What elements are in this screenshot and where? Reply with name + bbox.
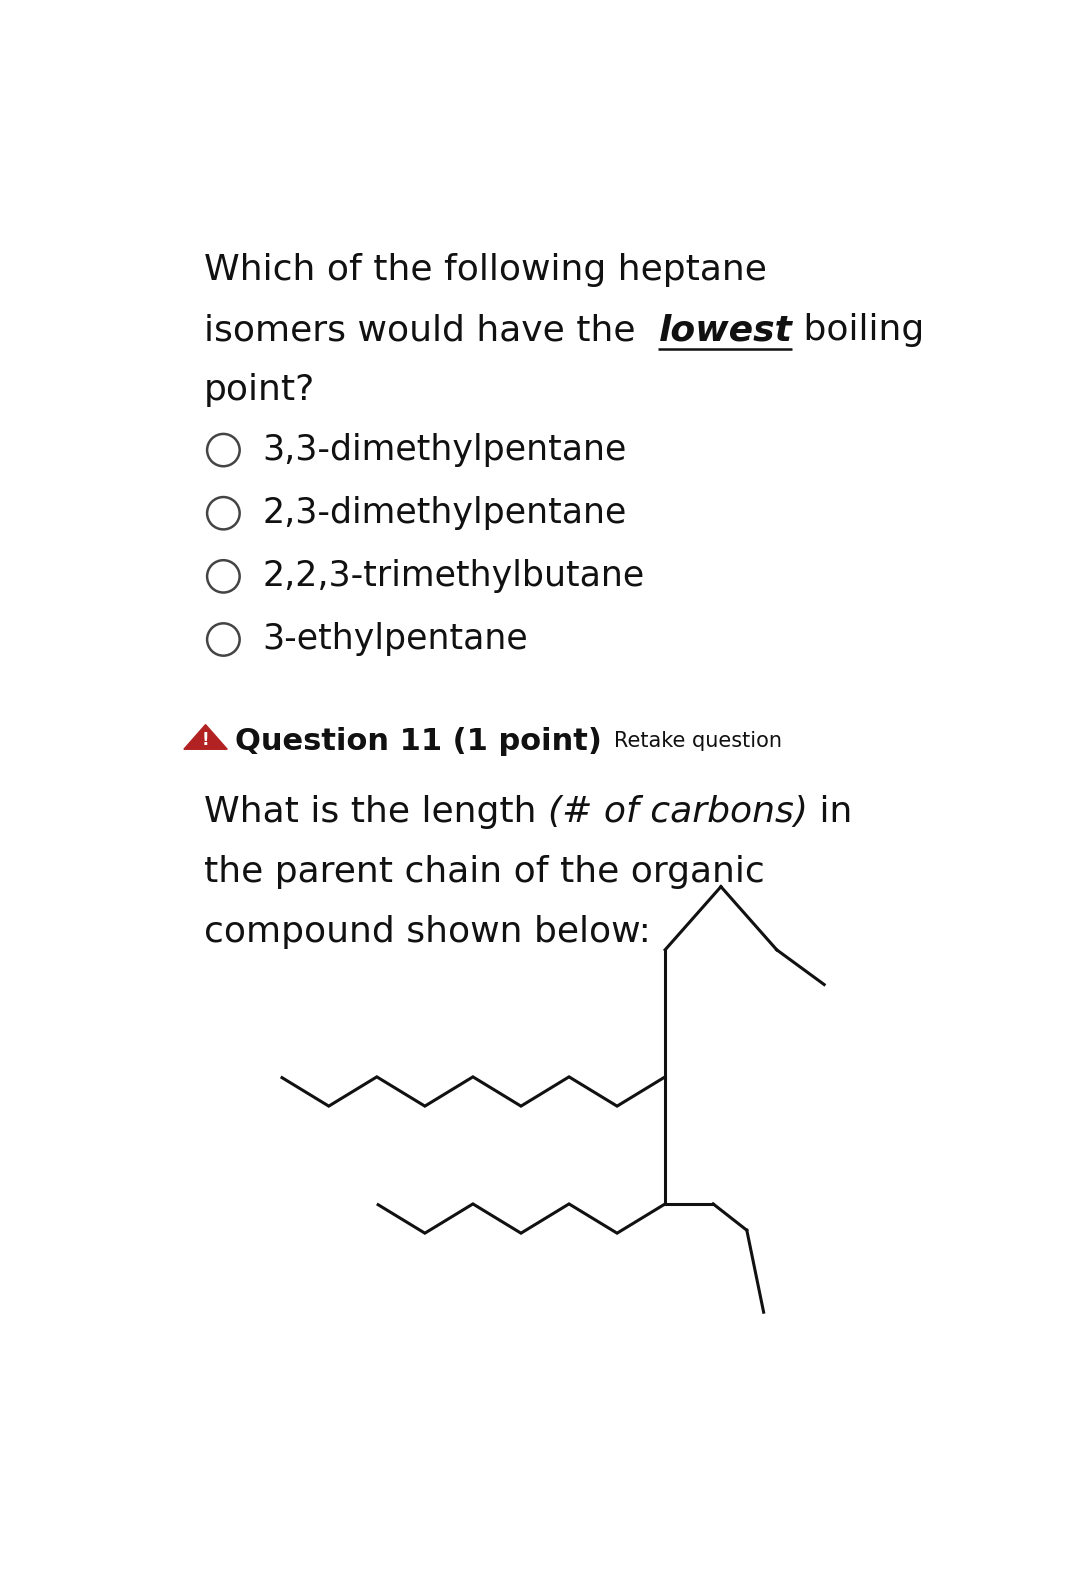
Text: (1 point): (1 point) (442, 726, 603, 756)
Text: 3-ethylpentane: 3-ethylpentane (262, 623, 528, 656)
Text: !: ! (202, 731, 209, 748)
Text: boiling: boiling (793, 314, 925, 347)
Text: Which of the following heptane: Which of the following heptane (204, 253, 767, 287)
Text: Question 11: Question 11 (235, 726, 442, 756)
Text: Question 11: Question 11 (235, 726, 442, 756)
Text: 3,3-dimethylpentane: 3,3-dimethylpentane (262, 433, 626, 468)
Text: point?: point? (204, 373, 316, 406)
Text: What is the length: What is the length (204, 795, 548, 828)
Text: compound shown below:: compound shown below: (204, 915, 651, 949)
Text: 2,2,3-trimethylbutane: 2,2,3-trimethylbutane (262, 560, 644, 593)
Polygon shape (184, 725, 228, 750)
Text: What is the length: What is the length (204, 795, 548, 828)
Text: (# of carbons): (# of carbons) (548, 795, 808, 828)
Text: (1 point): (1 point) (442, 726, 603, 756)
Text: 2,3-dimethylpentane: 2,3-dimethylpentane (262, 496, 626, 530)
Text: Retake question: Retake question (613, 731, 782, 752)
Text: (# of carbons): (# of carbons) (548, 795, 808, 828)
Text: lowest: lowest (658, 314, 793, 347)
Text: isomers would have the: isomers would have the (204, 314, 658, 347)
Text: in: in (808, 795, 853, 828)
Text: the parent chain of the organic: the parent chain of the organic (204, 855, 765, 890)
